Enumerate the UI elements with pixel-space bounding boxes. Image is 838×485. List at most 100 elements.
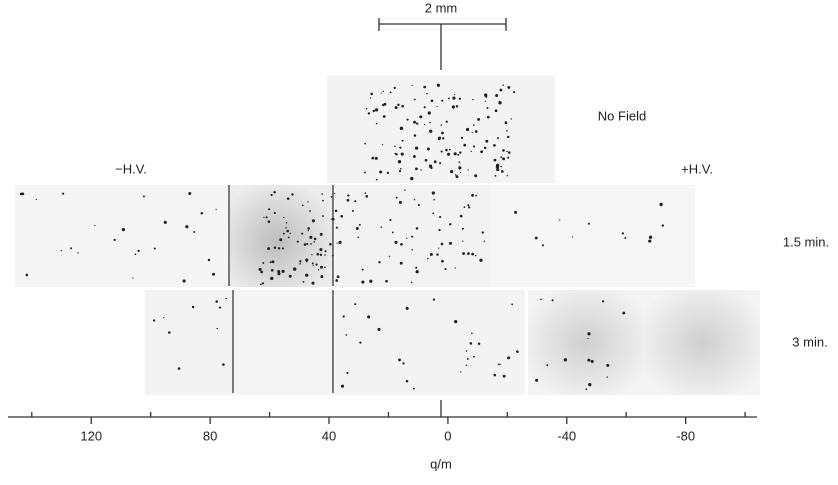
particle: [452, 96, 456, 100]
particle: [405, 379, 409, 383]
particle: [535, 378, 539, 382]
particle: [311, 219, 315, 223]
particle: [415, 227, 419, 230]
particle: [469, 342, 473, 345]
particle: [415, 167, 418, 171]
particle: [200, 211, 204, 215]
particle: [495, 95, 498, 97]
particle: [382, 115, 386, 118]
particle: [493, 158, 497, 162]
particle: [410, 281, 413, 283]
photo-panel: [528, 290, 645, 395]
particle: [369, 97, 372, 99]
particle: [188, 191, 192, 196]
particle: [395, 196, 398, 199]
particle: [470, 150, 472, 152]
particle: [585, 388, 588, 391]
particle: [267, 247, 271, 251]
particle: [355, 227, 359, 230]
x-tick-label: 0: [444, 428, 451, 443]
particle: [222, 363, 225, 366]
particle: [270, 268, 274, 272]
particle: [340, 384, 345, 388]
particle: [479, 258, 483, 262]
particle: [423, 106, 426, 109]
particle: [440, 150, 443, 153]
particle: [320, 265, 323, 269]
particle: [432, 212, 435, 215]
particle: [191, 305, 195, 309]
particle: [510, 118, 512, 120]
particle: [483, 240, 486, 243]
particle: [358, 223, 361, 226]
particle: [465, 127, 470, 132]
particle: [436, 83, 440, 87]
particle: [467, 169, 469, 171]
particle: [399, 126, 404, 131]
particle: [306, 261, 308, 263]
particle: [207, 258, 211, 262]
particle: [305, 273, 309, 277]
particle: [319, 248, 323, 252]
particle: [445, 120, 448, 123]
particle: [402, 362, 405, 365]
particle: [319, 253, 323, 257]
particle: [474, 130, 478, 133]
particle: [661, 224, 665, 227]
electrode-label: −H.V.: [115, 161, 147, 176]
particle: [185, 225, 189, 229]
particle: [285, 221, 288, 224]
particle: [454, 174, 457, 176]
particle: [299, 262, 301, 265]
scale-bar-label: 2 mm: [425, 0, 458, 15]
particle: [477, 118, 480, 121]
particle: [137, 249, 140, 253]
particle: [450, 170, 454, 174]
particle: [455, 175, 459, 179]
particle: [333, 192, 336, 195]
particle: [277, 247, 281, 250]
particle: [423, 123, 426, 126]
particle: [447, 152, 451, 156]
particle: [215, 300, 218, 303]
particle: [502, 84, 504, 86]
particle: [401, 139, 404, 142]
particle: [459, 171, 462, 174]
particle: [433, 160, 437, 164]
particle: [433, 198, 435, 201]
particle: [271, 260, 275, 264]
particle: [477, 342, 481, 345]
particle: [426, 257, 429, 260]
particle: [447, 97, 450, 100]
particle: [458, 161, 461, 164]
particle: [386, 171, 390, 175]
particle: [311, 254, 313, 256]
particle: [268, 208, 271, 211]
particle: [394, 106, 398, 110]
particle: [499, 363, 501, 365]
photo-panels: [15, 75, 760, 395]
particle: [370, 92, 373, 96]
particle: [497, 137, 500, 140]
particle: [459, 151, 462, 154]
particle: [546, 364, 549, 367]
particle: [62, 192, 65, 195]
particle: [371, 156, 375, 160]
particle: [285, 227, 287, 229]
particle: [514, 210, 518, 214]
particle: [404, 189, 406, 191]
particle: [168, 331, 171, 334]
particle: [411, 249, 414, 251]
particle: [481, 231, 484, 234]
particle: [468, 206, 471, 209]
particle: [420, 169, 422, 171]
particle: [563, 358, 567, 362]
particle: [303, 243, 307, 246]
particle: [622, 311, 626, 315]
x-tick-label: -40: [557, 428, 576, 443]
particle: [453, 152, 457, 156]
particle: [273, 246, 277, 249]
row-label: 3 min.: [792, 334, 827, 349]
photo-panel: [645, 290, 760, 395]
particle: [313, 241, 316, 243]
